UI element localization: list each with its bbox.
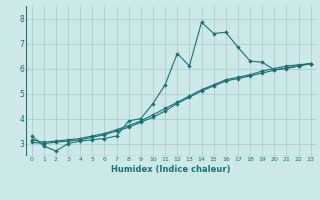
- X-axis label: Humidex (Indice chaleur): Humidex (Indice chaleur): [111, 165, 231, 174]
